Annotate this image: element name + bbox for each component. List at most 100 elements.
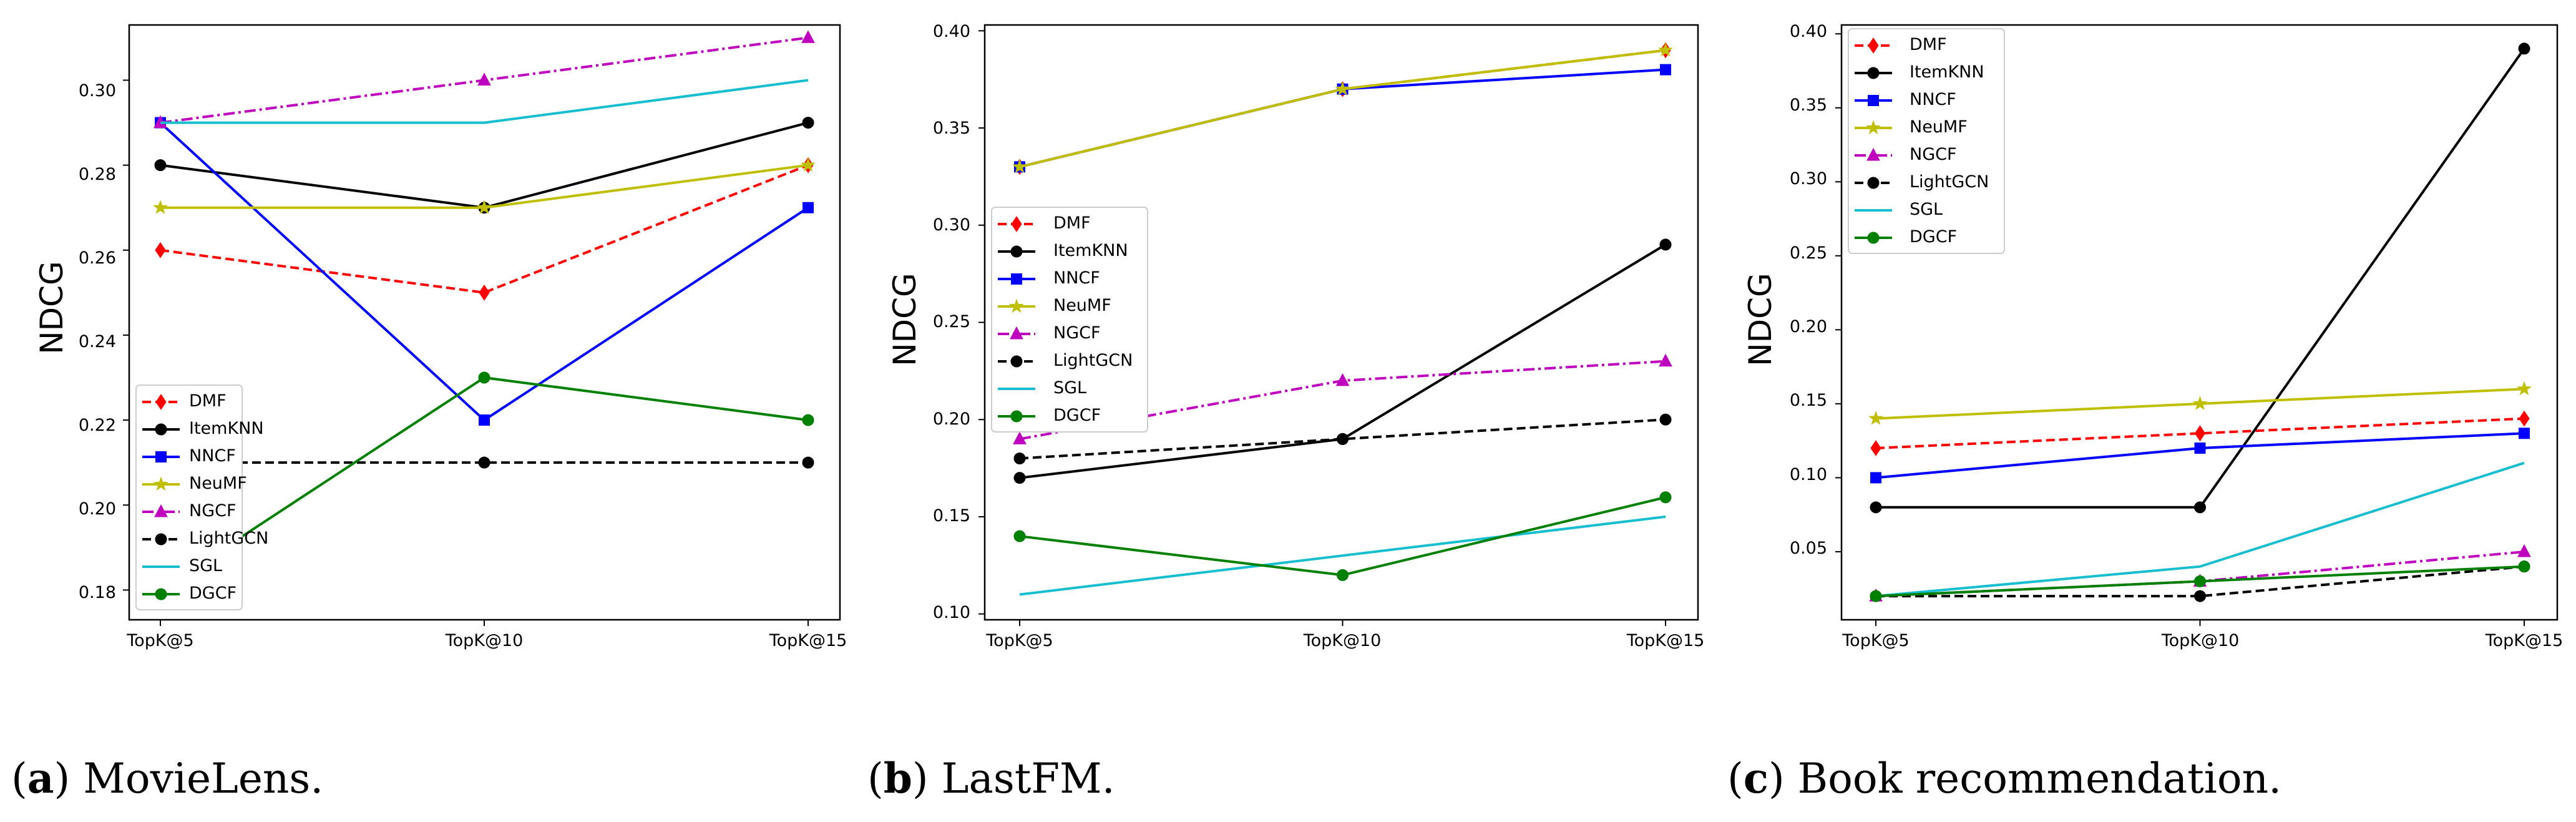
legend-label: NeuMF (189, 474, 247, 493)
series-line-dmf (1875, 417, 2525, 449)
legend-marker-lightgcn (1010, 355, 1023, 368)
legend-label: DGCF (1053, 406, 1101, 425)
y-tick-label: 0.22 (79, 416, 116, 435)
legend-label: LightGCN (1910, 172, 1989, 192)
legend-label: SGL (189, 556, 222, 575)
data-point-lightgcn (802, 456, 814, 469)
legend-marker-neumf (1866, 120, 1881, 135)
data-point-itemknn (1013, 472, 1026, 484)
x-tick-label: TopK@15 (2485, 631, 2564, 650)
data-point-lightgcn (2194, 590, 2206, 602)
data-point-dmf (479, 284, 490, 301)
legend-marker-dmf (1011, 216, 1022, 232)
caption-label: b (884, 754, 912, 803)
panel-movielens: NDCG 0.18 0.20 0.22 0.24 0.26 0.28 0.30 … (11, 24, 847, 803)
data-point-neumf (477, 200, 492, 214)
legend-label: DMF (189, 391, 227, 411)
data-point-dgcf (2194, 575, 2206, 587)
series-line-dmf (1019, 49, 1666, 169)
series-lines (1835, 33, 2532, 626)
legend-label: DGCF (1910, 227, 1957, 247)
data-point-itemknn (1870, 501, 1882, 514)
data-point-dgcf (1659, 491, 1672, 504)
x-tick-label: TopK@5 (126, 631, 193, 650)
data-point-neumf (2192, 396, 2208, 410)
legend-label: SGL (1910, 200, 1943, 219)
data-point-lightgcn (1659, 413, 1672, 426)
x-tick-labels: TopK@5 TopK@10 TopK@15 (1842, 631, 2563, 650)
data-point-nncf (479, 414, 490, 426)
data-point-ngcf (2517, 544, 2531, 557)
legend-marker-nncf (1868, 95, 1879, 106)
y-tick-label: 0.25 (933, 312, 970, 331)
data-point-dgcf (478, 371, 490, 384)
y-tick-labels: 0.18 0.20 0.22 0.24 0.26 0.28 0.30 (79, 81, 116, 602)
data-point-dmf (1870, 440, 1881, 456)
caption-text: Book recommendation. (1798, 755, 2281, 803)
data-point-neumf (153, 200, 168, 214)
data-point-nncf (1870, 472, 1881, 484)
legend-marker-nncf (155, 451, 167, 462)
y-tick-label: 0.18 (79, 583, 116, 602)
legend-label: ItemKNN (189, 419, 264, 438)
y-tick-label: 0.30 (1790, 169, 1827, 188)
x-tick-labels: TopK@5 TopK@10 TopK@15 (985, 631, 1704, 650)
data-point-ngcf (1013, 431, 1027, 444)
legend-box (991, 207, 1148, 433)
data-point-nncf (1660, 64, 1671, 76)
y-tick-label: 0.20 (933, 409, 970, 429)
data-point-dmf (155, 242, 166, 258)
legend-label: NeuMF (1910, 117, 1968, 137)
x-tick-label: TopK@15 (1626, 631, 1705, 650)
legend-marker-dgcf (1867, 232, 1880, 244)
y-tick-label: 0.30 (933, 215, 970, 235)
plot-frame (983, 24, 1699, 621)
data-point-neumf (1012, 159, 1027, 174)
x-tick-label: TopK@5 (1842, 631, 1909, 650)
data-point-lightgcn (478, 456, 490, 469)
data-point-dgcf (1870, 590, 1882, 602)
data-point-dgcf (2518, 560, 2530, 573)
legend-marker-ngcf (154, 504, 168, 517)
data-point-dgcf (1337, 569, 1349, 581)
series-line-neumf (1019, 49, 1666, 169)
data-point-ngcf (801, 30, 815, 43)
x-tick-label: TopK@5 (985, 631, 1053, 650)
x-tick-label: TopK@10 (2161, 631, 2240, 650)
y-tick-label: 0.35 (1790, 95, 1827, 115)
data-point-lightgcn (1337, 433, 1349, 445)
legend-label: DGCF (189, 584, 237, 603)
legend-marker-lightgcn (1867, 177, 1880, 189)
legend-box (1848, 28, 2005, 254)
x-tick-labels: TopK@5 TopK@10 TopK@15 (126, 631, 847, 650)
series-line-lightgcn (1019, 418, 1666, 460)
y-tick-label: 0.40 (933, 22, 970, 41)
caption-label: c (1744, 754, 1769, 803)
y-tick-label: 0.28 (79, 165, 116, 184)
y-tick-label: 0.15 (933, 506, 970, 526)
legend-label: DMF (1053, 213, 1091, 233)
legend-label: LightGCN (189, 529, 268, 548)
legend-label: NNCF (1910, 90, 1956, 109)
legend-marker-dmf (155, 394, 167, 410)
legend-marker-lightgcn (155, 533, 167, 546)
y-axis-label: NDCG (887, 273, 923, 366)
legend-label: NeuMF (1053, 296, 1111, 315)
legend: DMF ItemKNN NNCF NeuMF NGCF LightGCN SGL… (1848, 28, 2005, 254)
y-tick-label: 0.10 (933, 603, 970, 622)
series-lines (123, 30, 816, 626)
data-point-itemknn (154, 159, 167, 172)
legend-marker-ngcf (1010, 326, 1023, 340)
panel-lastfm: NDCG 0.10 0.15 0.20 0.25 0.30 0.35 0.40 … (867, 22, 1704, 803)
series-line-sgl (1019, 515, 1666, 596)
y-tick-label: 0.20 (1790, 317, 1827, 336)
legend-marker-dgcf (1010, 410, 1023, 423)
data-point-neumf (1868, 411, 1883, 425)
series-line-dmf (160, 164, 809, 294)
legend: DMF ItemKNN NNCF NeuMF NGCF LightGCN SGL… (991, 207, 1148, 433)
data-point-neumf (2517, 381, 2532, 396)
y-tick-labels: 0.10 0.15 0.20 0.25 0.30 0.35 0.40 (933, 22, 970, 622)
series-line-dgcf (1019, 496, 1666, 577)
x-tick-label: TopK@10 (445, 631, 524, 650)
